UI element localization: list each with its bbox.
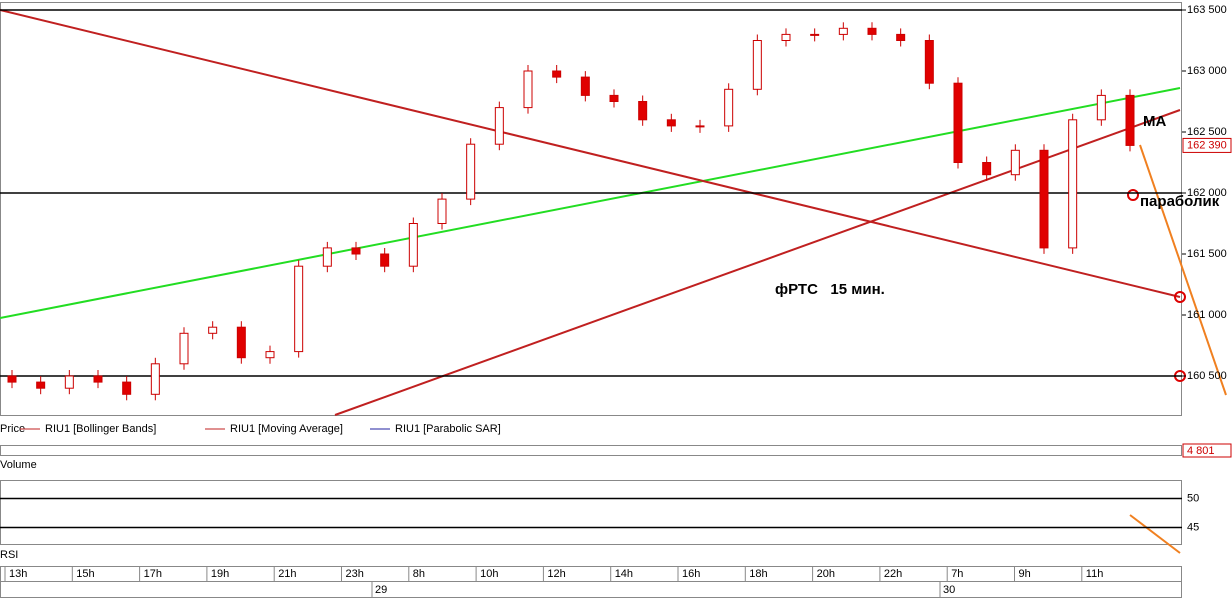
candle-body (236, 326, 246, 359)
marker (1127, 189, 1139, 201)
candle-body (666, 119, 676, 127)
candle-body (179, 332, 189, 365)
annotation: параболик (1140, 193, 1220, 210)
candle-body (380, 253, 390, 267)
candle-body (953, 82, 963, 163)
candle-body (208, 326, 218, 334)
legend-item: RIU1 [Bollinger Bands] (45, 423, 156, 435)
candle-body (7, 375, 17, 383)
candle-body (896, 33, 906, 42)
x-tick-label: 7h (951, 568, 963, 580)
y-tick-label: 161 000 (1187, 309, 1227, 321)
candle-body (867, 27, 877, 35)
y-tick-label: 50 (1187, 492, 1199, 504)
y-tick-label: 162 000 (1187, 187, 1227, 199)
x-tick-label: 22h (884, 568, 902, 580)
candle-body (93, 375, 103, 383)
day-label: 30 (943, 584, 955, 596)
candle-body (580, 76, 590, 96)
candle-body (64, 375, 74, 389)
candle-body (781, 33, 791, 42)
arrow (1129, 514, 1181, 554)
x-tick-label: 13h (9, 568, 27, 580)
legend-item: RIU1 [Parabolic SAR] (395, 423, 501, 435)
panel-title: Volume (0, 459, 37, 471)
candle-body (1010, 149, 1020, 176)
candle-body (695, 125, 705, 128)
volume-last: 4 801 (1187, 445, 1215, 457)
candle-body (982, 162, 992, 176)
x-tick-label: 11h (1086, 568, 1104, 580)
legend-item: RIU1 [Moving Average] (230, 423, 343, 435)
candle-body (1068, 119, 1078, 249)
trend-line (0, 9, 1181, 298)
candle-body (924, 40, 934, 84)
x-tick-label: 15h (76, 568, 94, 580)
annotation: фРТС 15 мин. (775, 281, 885, 298)
x-tick-label: 23h (346, 568, 364, 580)
x-tick-label: 20h (817, 568, 835, 580)
y-tick-label: 162 500 (1187, 126, 1227, 138)
price-box (1182, 137, 1232, 153)
candle-body (437, 198, 447, 225)
x-tick-label: 21h (278, 568, 296, 580)
y-tick-label: 163 500 (1187, 4, 1227, 16)
candle-body (150, 363, 160, 395)
candle-body (810, 33, 820, 36)
y-tick-label: 45 (1187, 521, 1199, 533)
candle-body (1039, 149, 1049, 249)
candle-body (609, 94, 619, 103)
trend-line (0, 87, 1181, 319)
candle-body (294, 265, 304, 353)
candle-body (638, 101, 648, 121)
y-tick-label: 161 500 (1187, 248, 1227, 260)
x-tick-label: 19h (211, 568, 229, 580)
day-label: 29 (375, 584, 387, 596)
marker (1174, 291, 1186, 303)
price-panel (0, 2, 1182, 416)
candle-body (838, 27, 848, 35)
candle-body (36, 381, 46, 389)
arrow (1139, 144, 1227, 396)
x-tick-label: 17h (144, 568, 162, 580)
volume-panel (0, 445, 1182, 456)
x-tick-label: 12h (547, 568, 565, 580)
x-tick-label: 14h (615, 568, 633, 580)
candle-body (265, 351, 275, 359)
y-tick-label: 163 000 (1187, 65, 1227, 77)
candle-body (523, 70, 533, 109)
candle-body (552, 70, 562, 78)
x-tick-label: 16h (682, 568, 700, 580)
legend-item: Price (0, 423, 25, 435)
candle-body (494, 107, 504, 145)
x-tick-label: 8h (413, 568, 425, 580)
candle-body (351, 247, 361, 255)
trend-line (334, 109, 1181, 416)
price-label: 162 390 (1187, 139, 1227, 151)
candle-body (322, 247, 332, 267)
candle-body (122, 381, 132, 395)
x-tick-label: 9h (1019, 568, 1031, 580)
candle-body (752, 40, 762, 90)
candle-body (408, 223, 418, 267)
candle-body (724, 88, 734, 127)
x-tick-label: 10h (480, 568, 498, 580)
day-axis (0, 581, 1182, 598)
candle-body (1096, 94, 1106, 121)
candle-body (1125, 94, 1135, 146)
volume-box (1182, 443, 1232, 458)
panel-title: RSI (0, 549, 18, 561)
y-tick-label: 160 500 (1187, 370, 1227, 382)
time-axis (0, 566, 1182, 582)
x-tick-label: 18h (749, 568, 767, 580)
rsi-panel (0, 480, 1182, 545)
annotation: MA (1143, 113, 1166, 130)
candle-body (466, 143, 476, 200)
